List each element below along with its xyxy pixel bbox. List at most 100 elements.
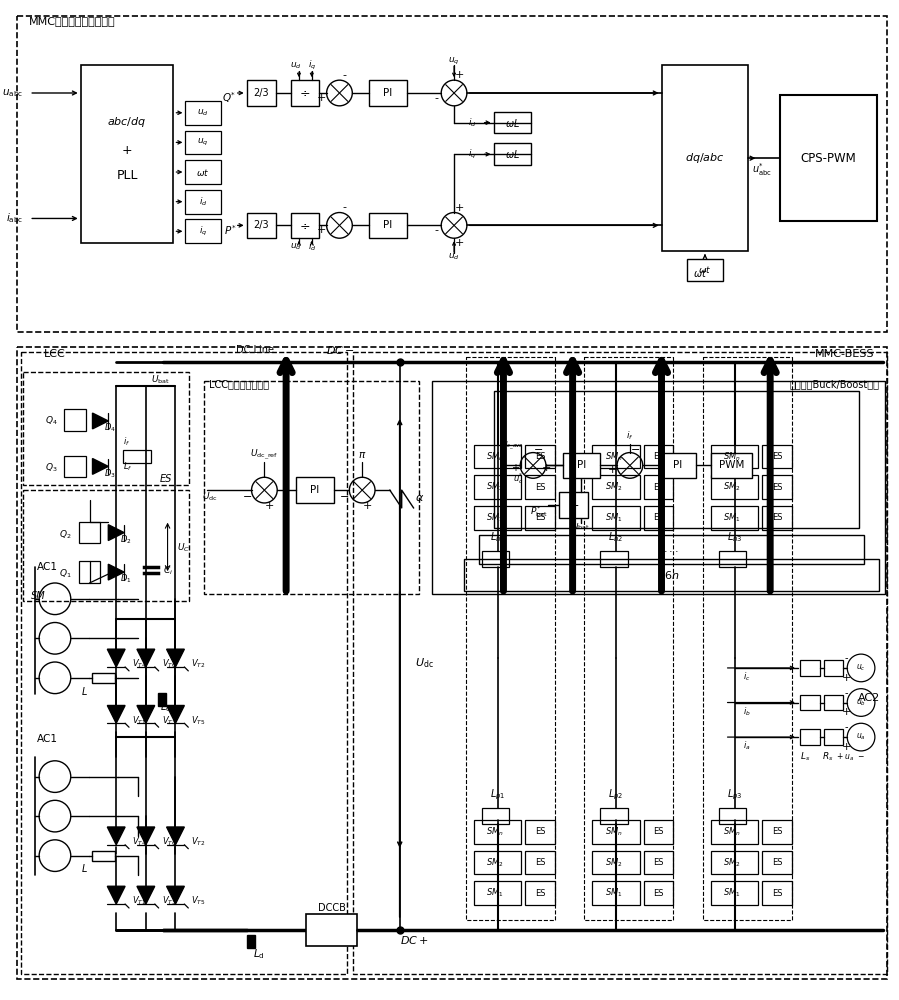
Text: $\omega t$: $\omega t$	[197, 167, 209, 178]
Text: $u_{c\_ave}$: $u_{c\_ave}$	[503, 439, 524, 452]
Bar	[711, 506, 759, 530]
Bar	[563, 453, 601, 478]
Bar	[823, 660, 843, 676]
Bar	[719, 551, 746, 567]
Text: $u_{\rm abc}$: $u_{\rm abc}$	[2, 87, 23, 99]
Bar	[296, 477, 334, 503]
Text: +: +	[454, 70, 464, 80]
Text: $6n$: $6n$	[663, 569, 679, 581]
Text: $SM_2$: $SM_2$	[605, 856, 622, 869]
Bar	[525, 820, 555, 844]
Bar	[592, 475, 640, 499]
Text: $u_a$: $u_a$	[856, 732, 866, 742]
Polygon shape	[137, 705, 155, 723]
Text: 储能接口Buck/Boost控制: 储能接口Buck/Boost控制	[790, 379, 880, 389]
Bar	[584, 357, 673, 920]
Bar	[474, 881, 521, 905]
Text: +: +	[264, 501, 274, 511]
Bar	[466, 357, 555, 920]
Text: ES: ES	[535, 513, 546, 522]
Text: PI: PI	[310, 485, 319, 495]
Bar	[703, 357, 792, 920]
Text: $\div$: $\div$	[299, 219, 310, 232]
Bar	[592, 851, 640, 874]
Text: $i_d$: $i_d$	[307, 241, 316, 253]
Bar	[494, 391, 859, 528]
Text: $L_{p3}$: $L_{p3}$	[727, 787, 743, 802]
Bar	[246, 213, 276, 238]
Bar	[525, 851, 555, 874]
Text: +: +	[454, 203, 464, 213]
Text: LCC定直流电压控制: LCC定直流电压控制	[209, 379, 269, 389]
Text: $L_f$: $L_f$	[123, 460, 132, 473]
Text: $R_s$: $R_s$	[822, 751, 833, 763]
Text: $D_2$: $D_2$	[120, 533, 132, 546]
Text: $V_{T5}$: $V_{T5}$	[191, 895, 206, 907]
Text: $Q^{*}$: $Q^{*}$	[222, 91, 236, 105]
Text: $V_{T1}$: $V_{T1}$	[132, 895, 147, 907]
Bar	[525, 445, 555, 468]
Text: $L_{p1}$: $L_{p1}$	[490, 787, 505, 802]
Text: $i_q$: $i_q$	[307, 59, 316, 72]
Text: $\alpha$: $\alpha$	[415, 493, 424, 503]
Text: $SM_n$: $SM_n$	[486, 826, 504, 838]
Text: $Q_1$: $Q_1$	[58, 568, 71, 580]
Polygon shape	[108, 525, 124, 541]
Text: $\div$: $\div$	[568, 498, 579, 511]
Polygon shape	[166, 705, 184, 723]
Polygon shape	[107, 827, 125, 845]
Text: ES: ES	[772, 452, 782, 461]
Text: $+\ u_a\ -$: $+\ u_a\ -$	[836, 751, 865, 763]
Text: 2/3: 2/3	[254, 88, 269, 98]
Text: +: +	[317, 225, 326, 235]
Text: $i_q$: $i_q$	[467, 148, 476, 161]
Bar	[687, 259, 723, 281]
Text: $...$: $...$	[663, 544, 680, 554]
Text: $V_{T1}$: $V_{T1}$	[132, 714, 147, 727]
Text: $L_{n3}$: $L_{n3}$	[727, 531, 743, 544]
Bar	[659, 453, 696, 478]
Bar	[711, 851, 759, 874]
Text: AC1: AC1	[37, 562, 58, 572]
Text: PI: PI	[383, 88, 393, 98]
Text: $L_s$: $L_s$	[799, 751, 810, 763]
Bar	[123, 450, 151, 463]
Bar	[644, 506, 673, 530]
Bar	[482, 551, 510, 567]
Text: $V_{T2}$: $V_{T2}$	[191, 836, 206, 848]
Text: $i_a$: $i_a$	[743, 740, 751, 752]
Bar	[479, 535, 864, 564]
Text: $U_{\rm dc\_ref}$: $U_{\rm dc\_ref}$	[250, 447, 279, 462]
Text: $u_c^{*}$: $u_c^{*}$	[513, 471, 524, 486]
Polygon shape	[137, 649, 155, 667]
Bar	[291, 80, 319, 106]
Bar	[464, 559, 879, 591]
Bar	[494, 112, 531, 133]
Bar	[823, 695, 843, 710]
Text: $u_d$: $u_d$	[290, 242, 302, 252]
Text: AC2: AC2	[858, 693, 880, 703]
Text: +: +	[317, 93, 326, 103]
Text: $P^{*}$: $P^{*}$	[225, 223, 236, 237]
Text: $DC-$: $DC-$	[325, 344, 354, 356]
Bar	[185, 160, 221, 184]
Text: ES: ES	[654, 858, 663, 867]
Bar	[432, 381, 885, 594]
Text: $i_f$: $i_f$	[123, 435, 130, 448]
Bar	[711, 820, 759, 844]
Bar	[185, 190, 221, 214]
Bar	[592, 506, 640, 530]
Bar	[369, 213, 406, 238]
Text: $U_{\rm dc}$: $U_{\rm dc}$	[415, 656, 434, 670]
Text: $V_{T6}$: $V_{T6}$	[162, 836, 176, 848]
Bar	[592, 820, 640, 844]
Text: PI: PI	[672, 460, 682, 470]
Text: $D_3$: $D_3$	[104, 467, 116, 480]
Text: $u_q$: $u_q$	[449, 56, 459, 67]
Bar	[246, 80, 276, 106]
Polygon shape	[166, 827, 184, 845]
Bar	[17, 347, 886, 979]
Text: $V_{T3}$: $V_{T3}$	[162, 714, 176, 727]
Text: $u_d$: $u_d$	[197, 108, 209, 118]
Bar	[23, 490, 190, 601]
